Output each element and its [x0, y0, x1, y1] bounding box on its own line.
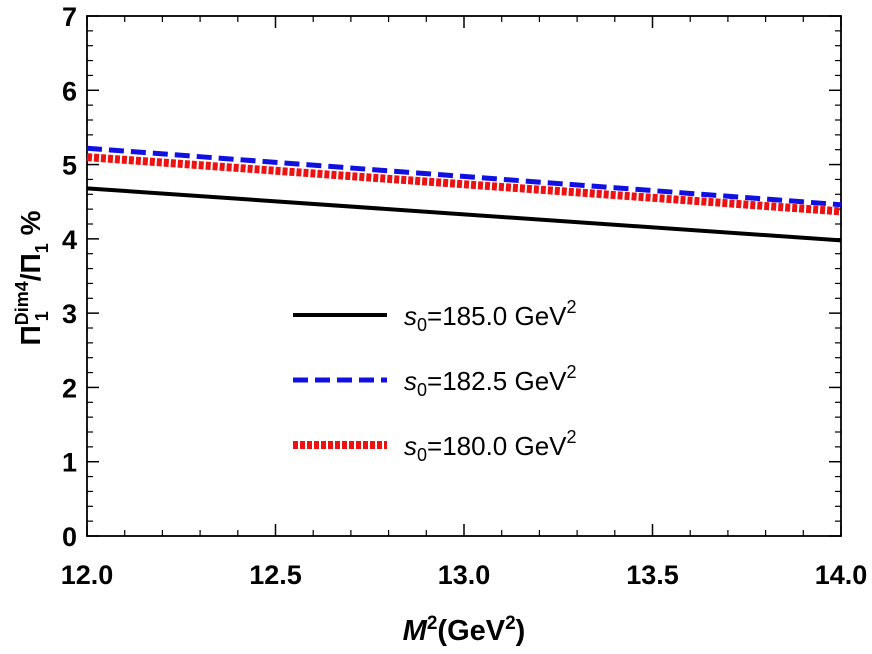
y-tick-label: 4: [62, 225, 77, 255]
axis-ticks: [86, 15, 842, 537]
y-axis-title-sub2: 1: [32, 243, 52, 253]
x-tick-label: 13.0: [438, 560, 491, 590]
series-line-0: [86, 186, 842, 243]
y-tick-labels: 0 1 2 3 4 5 6 7: [62, 2, 77, 552]
y-axis-title: ΠDim41/Π1 %: [12, 210, 52, 345]
series-line-2: [86, 153, 842, 216]
y-axis-title-sup: Dim4: [12, 281, 32, 325]
x-axis-title-close: ): [516, 615, 526, 647]
y-tick-label: 1: [62, 448, 77, 478]
legend-label-1: s0=182.5 GeV2: [404, 362, 577, 400]
x-tick-label: 12.0: [61, 560, 114, 590]
y-axis-title-sep: /Π: [15, 253, 46, 281]
x-axis-title-sup: 2: [427, 613, 438, 634]
legend-label-0: s0=185.0 GeV2: [404, 297, 577, 335]
y-axis-title-base: Π: [15, 325, 46, 345]
x-axis-title-unit-sup: 2: [505, 613, 516, 634]
x-tick-labels: 12.0 12.5 13.0 13.5 14.0: [61, 560, 868, 590]
y-tick-label: 7: [62, 2, 77, 32]
legend-label-2: s0=180.0 GeV2: [404, 427, 577, 465]
y-axis-title-sub: 1: [32, 311, 52, 321]
x-axis-title-open: (GeV: [437, 615, 505, 647]
x-tick-label: 14.0: [815, 560, 868, 590]
y-tick-label: 6: [62, 76, 77, 106]
y-axis-title-suffix: %: [15, 210, 46, 243]
y-tick-label: 5: [62, 151, 77, 181]
x-tick-label: 12.5: [249, 560, 302, 590]
x-tick-label: 13.5: [626, 560, 679, 590]
x-axis-title-base: M: [403, 615, 428, 647]
series-lines: [86, 145, 842, 243]
y-tick-label: 3: [62, 299, 77, 329]
legend: s0=185.0 GeV2 s0=182.5 GeV2 s0=180.0 GeV2: [293, 297, 577, 465]
y-tick-label: 0: [62, 522, 77, 552]
x-axis-title: M2(GeV2): [403, 613, 526, 647]
y-tick-label: 2: [62, 373, 77, 403]
series-line-1: [86, 145, 842, 208]
